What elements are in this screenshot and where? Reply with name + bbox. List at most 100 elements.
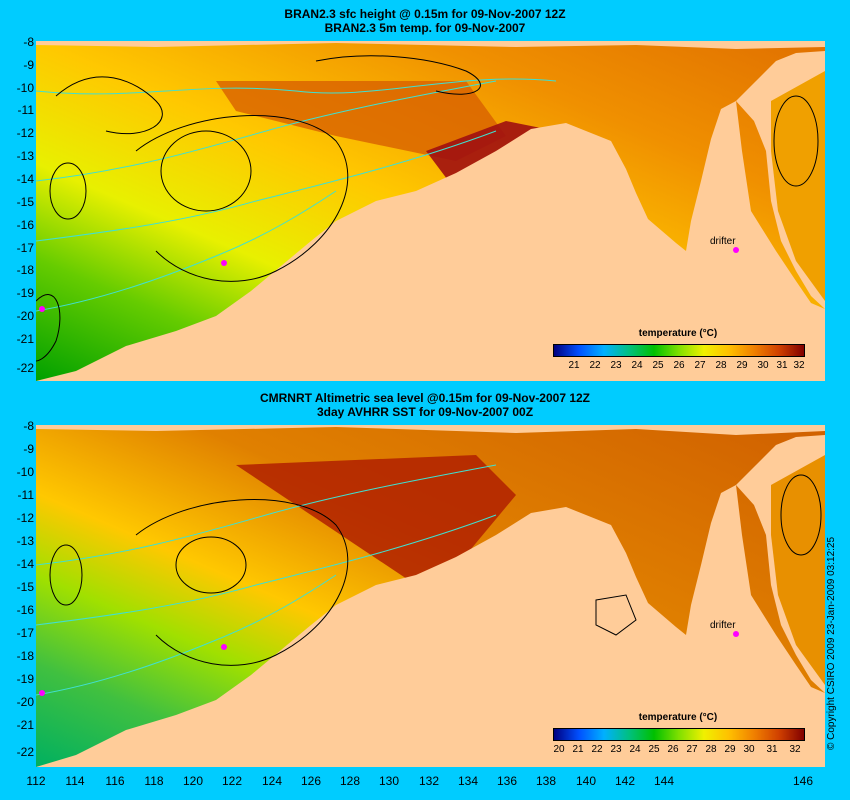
lat-tick: -18 (16, 649, 34, 663)
legend-label: 24 (631, 360, 643, 371)
drifter-label: drifter (710, 620, 736, 631)
bathymetry-contour (36, 574, 337, 696)
legend-label: 20 (553, 744, 565, 755)
land-australia (36, 485, 825, 767)
legend-label: 26 (667, 744, 679, 755)
bottom-title-line1: CMRNRT Altimetric sea level @0.15m for 0… (259, 391, 591, 405)
lat-tick: -20 (16, 695, 34, 709)
legend-label: 29 (736, 360, 748, 371)
lat-tick: -15 (16, 580, 34, 594)
land-australia (36, 101, 825, 381)
legend-title: temperature (°C) (638, 712, 718, 723)
lat-tick: -11 (17, 103, 34, 117)
colorbar (553, 728, 805, 741)
legend-label: 25 (652, 360, 664, 371)
north-coast-bottom (36, 425, 825, 435)
hot-sea-patch (236, 455, 516, 585)
lat-tick: -13 (16, 149, 34, 163)
top-title-line1: BRAN2.3 sfc height @ 0.15m for 09-Nov-20… (284, 7, 566, 21)
bathymetry-contour (36, 80, 497, 182)
colorbar (553, 344, 805, 357)
lat-tick: -10 (16, 465, 34, 479)
lat-tick: -15 (16, 195, 34, 209)
legend-label: 31 (776, 360, 788, 371)
lon-tick: 140 (575, 774, 597, 788)
lat-tick: -22 (16, 745, 34, 759)
warm-sea-patch (216, 81, 506, 161)
legend-label: 32 (793, 360, 805, 371)
legend-label: 28 (715, 360, 727, 371)
legend-label: 21 (572, 744, 584, 755)
lat-tick: -22 (16, 361, 34, 375)
legend-label: 30 (743, 744, 755, 755)
drifter-marker (733, 631, 739, 637)
legend-label: 30 (757, 360, 769, 371)
ssh-contour (175, 536, 247, 594)
legend-label: 27 (694, 360, 706, 371)
lat-tick: -19 (16, 672, 34, 686)
lon-tick: 128 (339, 774, 361, 788)
lat-tick: -20 (16, 309, 34, 323)
bottom-map-panel (36, 425, 825, 767)
lat-tick: -18 (16, 263, 34, 277)
drifter-label: drifter (710, 236, 736, 247)
bathymetry-contour (36, 78, 557, 95)
lat-tick: -9 (23, 58, 34, 72)
drifter-marker (733, 247, 739, 253)
ssh-contour (49, 544, 83, 606)
legend-label: 26 (673, 360, 685, 371)
lon-tick: 126 (300, 774, 322, 788)
ssh-contour (160, 130, 252, 212)
legend-label: 21 (568, 360, 580, 371)
top-map-panel (36, 41, 825, 381)
lat-tick: -12 (16, 126, 34, 140)
legend-title: temperature (°C) (638, 328, 718, 339)
lat-tick: -10 (16, 81, 34, 95)
lon-tick: 122 (221, 774, 243, 788)
lon-tick: 114 (65, 774, 85, 788)
bathymetry-contour (36, 190, 337, 312)
lat-tick: -14 (16, 172, 34, 186)
bottom-title-line2: 3day AVHRR SST for 09-Nov-2007 00Z (316, 405, 534, 419)
legend-label: 31 (766, 744, 778, 755)
lon-tick: 134 (457, 774, 479, 788)
float-marker (39, 690, 45, 696)
lon-tick: 144 (653, 774, 675, 788)
lon-tick: 136 (496, 774, 518, 788)
ssh-contour (773, 95, 819, 187)
lat-tick: -19 (16, 286, 34, 300)
legend-label: 25 (648, 744, 660, 755)
lat-tick: -11 (17, 488, 34, 502)
lon-tick: 116 (105, 774, 125, 788)
legend-label: 29 (724, 744, 736, 755)
lat-tick: -8 (23, 35, 34, 49)
lat-tick: -17 (16, 241, 34, 255)
lat-tick: -21 (16, 332, 34, 346)
lat-tick: -8 (23, 419, 34, 433)
ssh-contour (49, 162, 87, 220)
lat-tick: -17 (16, 626, 34, 640)
top-title-line2: BRAN2.3 5m temp. for 09-Nov-2007 (324, 21, 526, 35)
legend-label: 32 (789, 744, 801, 755)
legend-label: 23 (610, 360, 622, 371)
ssh-contour (780, 474, 822, 556)
coral-sea-strip (771, 455, 825, 685)
lon-tick: 120 (182, 774, 204, 788)
copyright-notice: © Copyright CSIRO 2009 23-Jan-2009 03:12… (826, 536, 837, 750)
bottom-map-svg (36, 425, 825, 767)
lon-tick: 132 (418, 774, 440, 788)
ssh-contour (36, 294, 61, 362)
north-coast-top (36, 41, 825, 49)
legend-label: 24 (629, 744, 641, 755)
ssh-contour (135, 115, 349, 282)
ssh-contour (315, 55, 481, 95)
lon-tick: 142 (614, 774, 636, 788)
lat-tick: -21 (16, 718, 34, 732)
ssh-contour (135, 499, 349, 666)
lat-tick: -12 (16, 511, 34, 525)
legend-label: 27 (686, 744, 698, 755)
legend-label: 22 (589, 360, 601, 371)
ssh-contour (55, 76, 163, 135)
lat-tick: -16 (16, 603, 34, 617)
ssh-contour (595, 594, 637, 636)
